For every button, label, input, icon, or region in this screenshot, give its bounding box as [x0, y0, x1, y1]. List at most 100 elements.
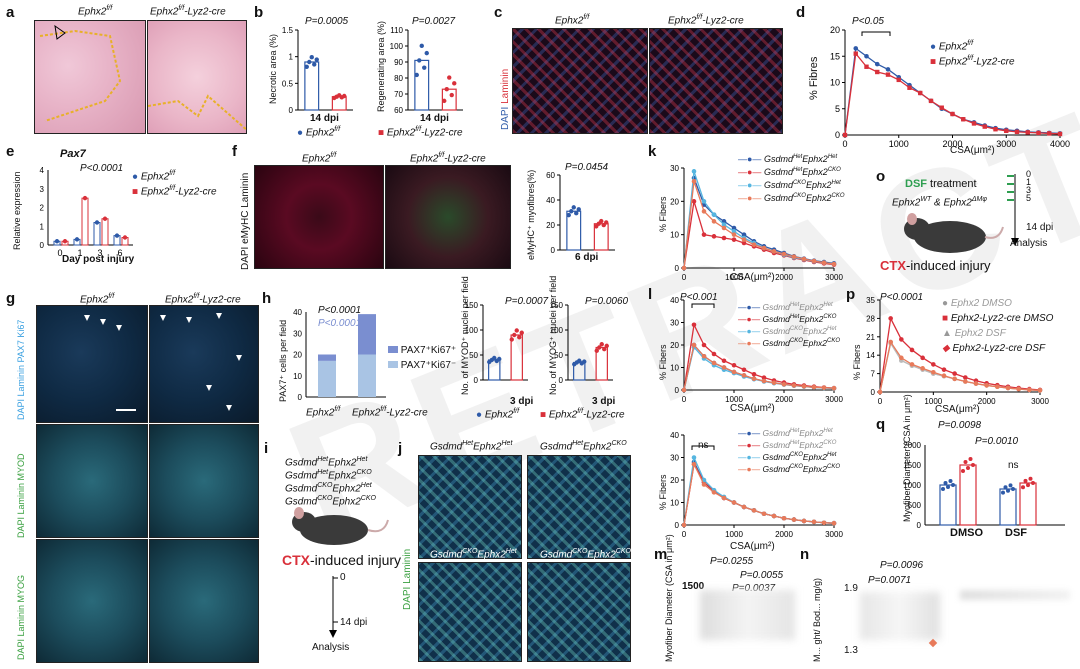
data-point [948, 479, 953, 483]
data-point [995, 384, 1000, 390]
bar [304, 61, 320, 111]
data-point [993, 127, 998, 132]
c-stain-label: DAPI Laminin [500, 69, 511, 130]
y-tick-label: 20 [830, 25, 840, 35]
data-point [569, 209, 574, 214]
timeline-arrow [1011, 238, 1019, 246]
y-tick-label: 100 [550, 326, 564, 335]
data-point [691, 199, 697, 204]
data-point [1047, 131, 1052, 136]
series-line [683, 343, 835, 391]
arrowhead [84, 315, 90, 321]
y-tick-label: 2 [40, 204, 45, 213]
n-ylabel: M... ght/ Bod... mg/g) [812, 577, 822, 662]
e-legend-ff: ● Ephx2f/f [132, 170, 176, 183]
legend-text: Ephx2 [938, 41, 968, 53]
geno-text: Gsdmd [285, 483, 318, 495]
dsf-arrows [1007, 175, 1014, 201]
f-dpi: 6 dpi [575, 252, 599, 263]
data-point [781, 515, 787, 521]
emyhc-bar: 0 20 40 60 [546, 171, 615, 255]
geno-text: Gsdmd [540, 441, 573, 453]
data-point [899, 355, 904, 361]
geno-text: Gsdmd [540, 549, 573, 561]
timeline-arrow [329, 630, 337, 638]
data-point [74, 237, 80, 242]
data-point [701, 232, 707, 237]
data-point [952, 371, 957, 376]
panel-p-chart: 0 1000 2000 3000 0 7 14 21 28 35 [866, 296, 1049, 406]
y-tick-label: 21 [866, 333, 875, 342]
data-point [1003, 485, 1008, 490]
p-legend-1: ● Ephx2 DMSO [942, 298, 1012, 309]
geno-suffix: -Lyz2-cre [421, 127, 463, 139]
legend-text: Ephx2-Lyz2-cre DMSO [950, 313, 1054, 324]
legend-text: Ephx2-Lyz2-cre DSF [952, 343, 1046, 354]
pax7-image-control [36, 305, 148, 423]
data-point [691, 169, 697, 174]
i-day0: 0 [340, 572, 346, 583]
geno-text: Ephx2 [668, 15, 697, 27]
j-title-br: GsdmdCKOEphx2CKO [540, 548, 631, 561]
myod-bar: 0 50 100 150 [465, 301, 528, 385]
y-tick-label: 90 [394, 58, 403, 67]
geno-text: Gsdmd [430, 549, 463, 561]
geno-sup: f/f [696, 14, 703, 21]
data-point [519, 330, 524, 335]
q-pvalue-2: P=0.0010 [975, 436, 1019, 447]
m-ytick: 1500 [682, 581, 705, 592]
data-point [761, 511, 767, 517]
significance-bracket [861, 31, 891, 36]
o-treatment-title: DSF treatment [905, 178, 977, 190]
data-point [721, 225, 727, 231]
data-point [54, 239, 60, 244]
k-legend-item: —●— GsdmdHetEphx2Het [738, 154, 838, 164]
data-point [681, 522, 687, 528]
n-legend-blurred [960, 590, 1070, 600]
panel-h-charts: 0 10 20 30 40 0 50 100 150 0 50 100 150 [293, 301, 613, 402]
l-ns: ns [698, 440, 709, 451]
x-tick-label: 2000 [942, 139, 962, 149]
x-tick-label: 0 [57, 248, 62, 258]
data-point [94, 220, 100, 225]
data-point [920, 355, 925, 361]
data-point [691, 461, 697, 467]
l-legend-item: —●— GsdmdCKOEphx2Het [738, 452, 837, 462]
data-point [574, 210, 579, 216]
data-point [1016, 386, 1021, 392]
data-point [691, 322, 697, 328]
y-tick-label: 1.5 [282, 26, 294, 35]
data-point [731, 362, 737, 368]
x-tick-label: 0 [682, 530, 687, 539]
geno-suffix: -Lyz2-cre [184, 6, 226, 18]
data-point [711, 351, 717, 357]
geno-text: Ephx2 [892, 197, 921, 209]
bar [595, 346, 608, 381]
bar [1019, 482, 1037, 526]
mouse-illustration-o [904, 213, 1004, 253]
b-pvalue-2: P=0.0027 [412, 16, 456, 27]
y-tick-label: 80 [394, 74, 403, 83]
data-point [801, 256, 807, 262]
o-day: 1 [1026, 177, 1032, 187]
x-tick-label: 1000 [725, 273, 743, 282]
panel-k-chart: 0 1000 2000 3000 0 10 20 30 [670, 164, 843, 282]
data-point [1004, 128, 1009, 133]
data-point [918, 90, 923, 96]
laminin-text: Laminin [500, 68, 511, 104]
e-xlabel: Day post injury [62, 254, 135, 265]
e-ylabel: Relative expression [12, 171, 22, 250]
panel-f-chart: 0 20 40 60 [546, 171, 615, 255]
l-legend-item: —●— GsdmdCKOEphx2CKO [738, 338, 841, 348]
data-point [342, 93, 347, 99]
legend-text: Ephx2 DMSO [950, 298, 1012, 309]
csa-distribution-p: 0 1000 2000 3000 0 7 14 21 28 35 [866, 296, 1049, 406]
panel-label-l: l [648, 286, 653, 303]
treatment-text: treatment [927, 178, 977, 190]
q-ylabel: Myofiber Diameter (CSA in μm²) [902, 394, 912, 522]
panel-label-k: k [648, 143, 657, 160]
g-row1-label: DAPI Laminin PAX7 Ki67 [16, 319, 26, 420]
y-tick-label: 15 [830, 51, 840, 61]
panel-label-o: o [876, 168, 886, 185]
x-tick-label: 1000 [725, 530, 743, 539]
